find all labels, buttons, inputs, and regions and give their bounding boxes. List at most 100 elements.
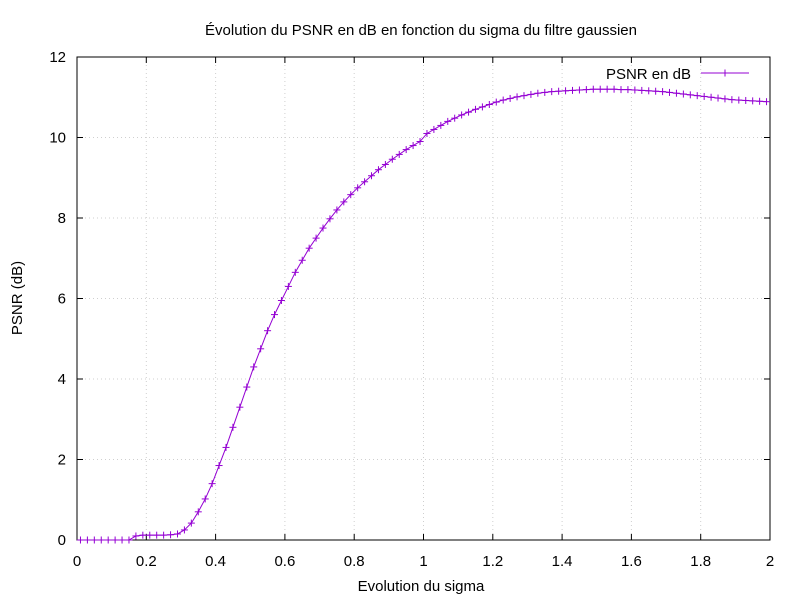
data-point-marker: [568, 86, 576, 94]
data-point-marker: [395, 150, 403, 158]
x-tick-label: 1.2: [482, 553, 503, 570]
x-tick-label: 2: [766, 553, 774, 570]
y-axis-title: PSNR (dB): [9, 261, 26, 335]
data-point-marker: [499, 96, 507, 104]
data-point-marker: [90, 536, 98, 544]
data-point-marker: [173, 530, 181, 538]
data-point-marker: [458, 111, 466, 119]
data-point-marker: [153, 531, 161, 539]
data-point-marker: [257, 345, 265, 353]
legend-label: PSNR en dB: [606, 66, 691, 83]
data-point-marker: [139, 531, 147, 539]
data-point-marker: [180, 526, 188, 534]
data-point-marker: [617, 86, 625, 94]
data-point-marker: [548, 88, 556, 96]
data-point-marker: [485, 100, 493, 108]
data-point-marker: [707, 93, 715, 101]
legend-marker: [721, 69, 729, 77]
data-point-marker: [735, 96, 743, 104]
data-point-marker: [76, 536, 84, 544]
data-point-marker: [208, 480, 216, 488]
data-point-marker: [742, 96, 750, 104]
data-point-marker: [444, 117, 452, 125]
data-point-marker: [672, 89, 680, 97]
data-point-marker: [284, 282, 292, 290]
data-point-marker: [236, 403, 244, 411]
data-point-marker: [624, 86, 632, 94]
data-point-marker: [492, 98, 500, 106]
y-tick-label: 10: [49, 130, 66, 147]
data-point-marker: [402, 146, 410, 154]
data-point-marker: [679, 90, 687, 98]
data-point-marker: [749, 97, 757, 105]
data-point-marker: [589, 85, 597, 93]
data-point-marker: [361, 178, 369, 186]
data-point-marker: [423, 129, 431, 137]
data-point-marker: [118, 536, 126, 544]
data-point-marker: [354, 184, 362, 192]
data-point-marker: [465, 108, 473, 116]
data-point-marker: [527, 90, 535, 98]
data-point-marker: [763, 98, 771, 106]
x-tick-label: 1.8: [690, 553, 711, 570]
data-point-marker: [409, 142, 417, 150]
data-point-marker: [728, 96, 736, 104]
data-point-marker: [132, 532, 140, 540]
data-point-marker: [714, 94, 722, 102]
data-point-marker: [700, 92, 708, 100]
data-point-marker: [167, 531, 175, 539]
data-point-marker: [388, 155, 396, 163]
data-point-marker: [693, 92, 701, 100]
data-point-marker: [471, 105, 479, 113]
data-point-marker: [638, 86, 646, 94]
data-point-marker: [125, 536, 133, 544]
series-line: [80, 88, 767, 541]
data-point-marker: [250, 363, 258, 371]
data-point-marker: [243, 383, 251, 391]
data-point-marker: [631, 86, 639, 94]
data-point-marker: [666, 88, 674, 96]
legend: PSNR en dB: [606, 66, 749, 83]
data-point-marker: [430, 125, 438, 133]
data-point-marker: [610, 85, 618, 93]
data-point-marker: [264, 327, 272, 335]
data-point-marker: [194, 508, 202, 516]
data-point-marker: [659, 88, 667, 96]
data-point-marker: [111, 536, 119, 544]
y-tick-label: 6: [58, 291, 66, 308]
data-point-marker: [541, 88, 549, 96]
data-point-marker: [582, 86, 590, 94]
data-point-marker: [229, 423, 237, 431]
data-point-marker: [756, 97, 764, 105]
x-tick-label: 0.4: [205, 553, 226, 570]
data-point-marker: [215, 462, 223, 470]
data-point-marker: [333, 206, 341, 214]
x-tick-label: 1.4: [552, 553, 573, 570]
data-point-marker: [478, 103, 486, 111]
data-point-marker: [97, 536, 105, 544]
y-tick-label: 0: [58, 532, 66, 549]
data-point-marker: [603, 85, 611, 93]
data-point-marker: [83, 536, 91, 544]
data-point-marker: [368, 172, 376, 180]
data-point-marker: [520, 92, 528, 100]
y-tick-label: 2: [58, 452, 66, 469]
y-tick-label: 8: [58, 210, 66, 227]
data-point-marker: [160, 531, 168, 539]
data-point-marker: [652, 87, 660, 95]
data-point-marker: [291, 268, 299, 276]
chart-title: Évolution du PSNR en dB en fonction du s…: [205, 22, 637, 39]
data-point-marker: [146, 531, 154, 539]
ticks: 0 0.2 0.4 0.6 0.8 1 1.2 1.4 1.6 1.8 2 0 2 4 6 8 10 12: [49, 49, 774, 570]
data-point-marker: [686, 91, 694, 99]
data-point-marker: [575, 86, 583, 94]
data-point-marker: [298, 256, 306, 264]
data-point-marker: [277, 297, 285, 305]
x-tick-label: 0.2: [136, 553, 157, 570]
data-point-marker: [416, 138, 424, 146]
data-point-marker: [326, 215, 334, 223]
data-point-marker: [437, 121, 445, 129]
data-point-marker: [513, 93, 521, 101]
data-point-marker: [347, 191, 355, 199]
